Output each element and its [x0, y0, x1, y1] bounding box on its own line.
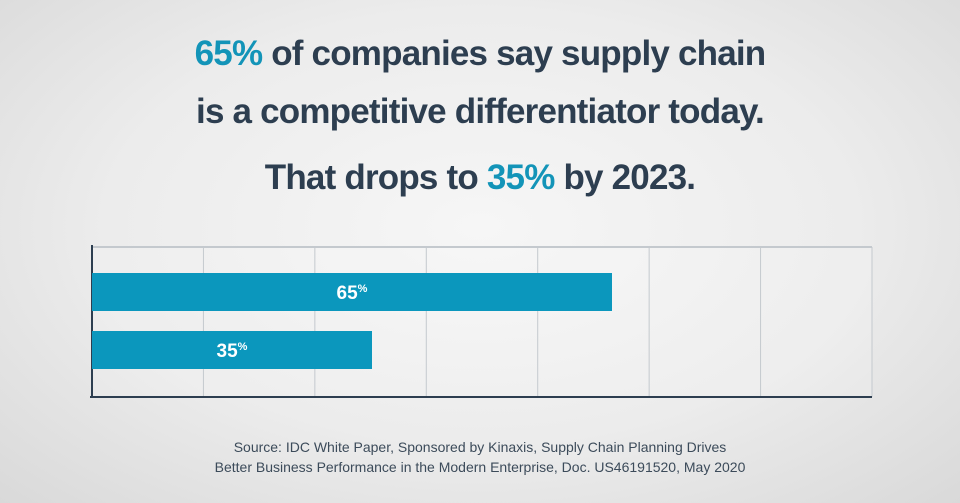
- headline-line-3: That drops to 35% by 2023.: [0, 158, 960, 198]
- headline-text: is a competitive differentiator today.: [196, 92, 765, 131]
- headline-stat-65: 65%: [194, 34, 263, 73]
- plot-area: [92, 247, 872, 397]
- data-label-65: 65%: [337, 283, 368, 304]
- headline-stat-35: 35%: [486, 158, 555, 197]
- bar-35: [92, 331, 372, 369]
- headline-text: of companies say supply chain: [262, 34, 766, 73]
- bar-65: [92, 273, 612, 311]
- headline-line-1: 65% of companies say supply chain: [0, 34, 960, 74]
- source-line-2: Better Business Performance in the Moder…: [214, 459, 746, 475]
- headline-line-2: is a competitive differentiator today.: [0, 92, 960, 132]
- source-line-1: Source: IDC White Paper, Sponsored by Ki…: [233, 439, 727, 455]
- headline-text: That drops to: [264, 158, 487, 197]
- data-label-35: 35%: [217, 341, 248, 362]
- headline-text: by 2023.: [554, 158, 696, 197]
